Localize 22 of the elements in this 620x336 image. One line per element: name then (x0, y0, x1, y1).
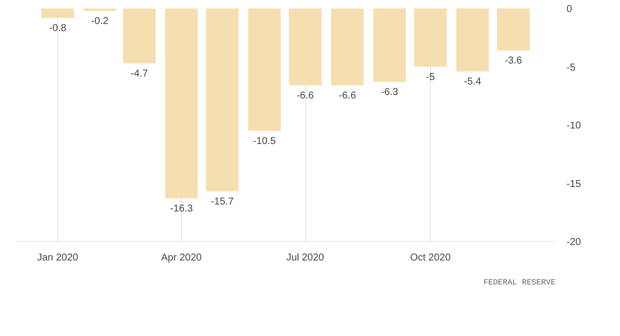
y-tick-label: -15 (566, 178, 582, 190)
data-label: -0.2 (91, 16, 109, 27)
y-tick-label: -5 (566, 62, 576, 74)
y-tick-label: -10 (566, 120, 582, 132)
x-tick-label: Oct 2020 (410, 252, 452, 264)
data-label: -0.8 (49, 22, 67, 34)
data-label: -3.6 (504, 55, 522, 66)
data-label: -6.6 (338, 90, 356, 102)
data-label: -10.5 (253, 136, 276, 147)
data-label: -15.7 (210, 196, 234, 208)
data-label: -5.4 (464, 76, 482, 88)
data-label: -6.3 (380, 86, 399, 98)
data-label: -6.6 (296, 90, 314, 102)
y-tick-label: 0 (566, 4, 572, 15)
x-tick-label: Jan 2020 (37, 252, 79, 264)
data-label: -4.7 (130, 68, 148, 80)
y-tick-label: -20 (566, 237, 582, 248)
data-label: -16.3 (170, 203, 194, 214)
x-tick-label: Jul 2020 (286, 252, 325, 264)
text: FEDERAL RESERVE (483, 278, 556, 288)
data-label: -5 (426, 72, 436, 83)
x-tick-label: Apr 2020 (161, 252, 202, 264)
